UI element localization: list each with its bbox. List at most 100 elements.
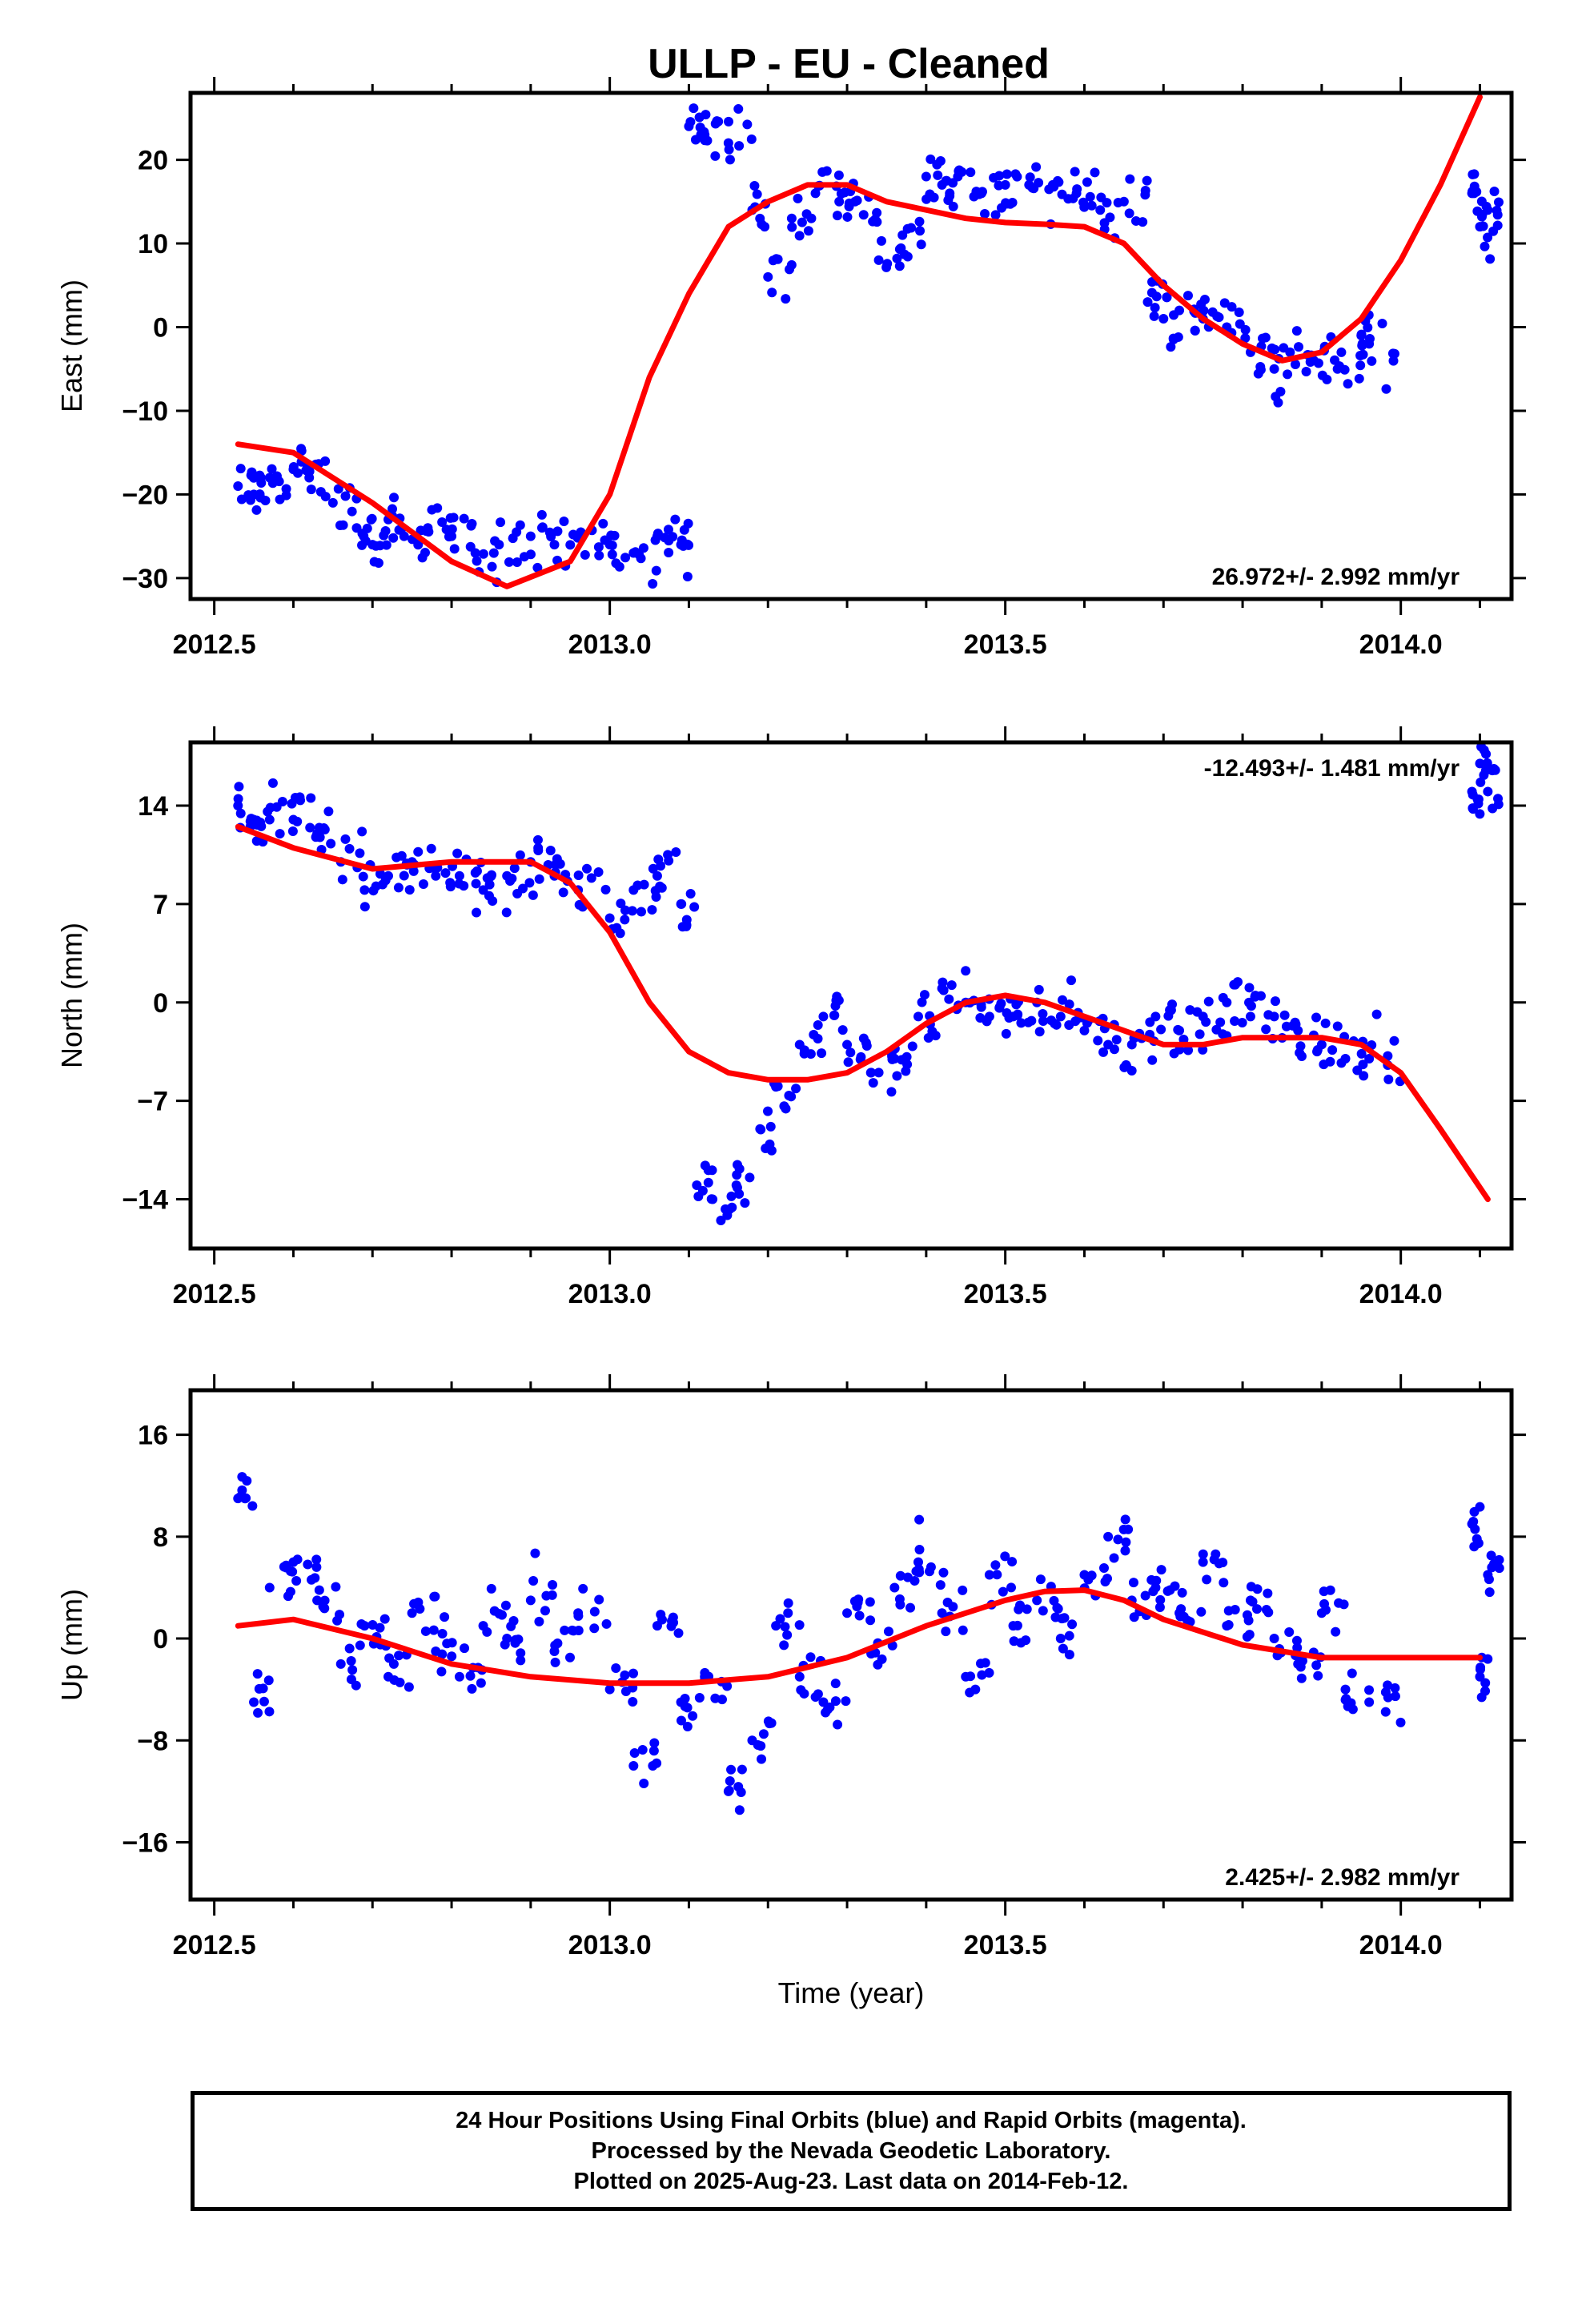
data-point <box>1183 1045 1194 1055</box>
y-tick-label: 8 <box>153 1522 168 1553</box>
data-point <box>805 1652 816 1663</box>
data-point <box>927 1026 938 1036</box>
plot-frame <box>188 90 1514 601</box>
data-point <box>1284 1627 1295 1638</box>
data-point <box>379 1614 390 1624</box>
data-point <box>1201 1017 1211 1027</box>
data-point <box>620 905 630 915</box>
data-point <box>700 1160 710 1171</box>
data-point <box>858 1033 869 1043</box>
data-point <box>383 870 394 881</box>
data-point <box>757 1754 767 1764</box>
data-point <box>371 541 381 551</box>
data-point <box>783 1608 793 1618</box>
data-point <box>1156 1565 1166 1575</box>
data-point <box>806 213 817 223</box>
data-point <box>1390 1683 1400 1693</box>
data-point <box>1219 298 1230 308</box>
data-point <box>594 550 604 561</box>
data-point <box>407 1608 417 1618</box>
x-tick-label: 2013.5 <box>964 1930 1047 1960</box>
data-point <box>460 1643 470 1654</box>
data-point <box>359 885 370 895</box>
data-point <box>1147 1055 1158 1065</box>
x-tick-label: 2012.5 <box>173 629 256 660</box>
data-point <box>1484 1574 1494 1585</box>
data-point <box>817 1048 827 1059</box>
data-point <box>830 1696 841 1707</box>
data-point <box>914 1567 925 1578</box>
data-point <box>377 879 387 890</box>
data-point <box>724 116 734 127</box>
data-point <box>670 514 681 525</box>
data-point <box>509 863 520 874</box>
data-point <box>357 540 367 550</box>
data-point <box>688 1711 698 1721</box>
data-point <box>1199 305 1209 316</box>
data-point <box>894 1594 905 1604</box>
x-tick-label: 2012.5 <box>173 1279 256 1309</box>
data-point <box>1129 1612 1139 1622</box>
data-point <box>295 795 306 806</box>
data-point <box>1223 1619 1234 1630</box>
data-point <box>682 1703 693 1713</box>
data-point <box>501 907 512 918</box>
data-point <box>327 497 338 508</box>
data-point <box>925 189 935 199</box>
data-point <box>1484 1587 1495 1598</box>
data-point <box>1202 1574 1212 1585</box>
data-point <box>682 571 693 581</box>
data-point <box>1025 172 1035 183</box>
data-point <box>1049 182 1059 192</box>
data-point <box>1364 333 1375 344</box>
data-point <box>1055 1634 1066 1644</box>
data-point <box>292 1554 303 1565</box>
data-point <box>1032 1595 1042 1606</box>
data-point <box>558 887 568 898</box>
data-point <box>702 135 713 146</box>
data-point <box>255 489 265 500</box>
data-point <box>984 1570 994 1580</box>
data-point <box>1240 333 1251 344</box>
data-point <box>533 846 544 856</box>
data-point <box>1252 1604 1263 1614</box>
data-point <box>656 861 666 871</box>
data-point <box>1118 196 1129 207</box>
data-point <box>865 1615 876 1626</box>
data-point <box>1269 1634 1279 1644</box>
data-point <box>252 1669 263 1679</box>
data-point <box>265 802 275 813</box>
data-point <box>813 1034 823 1044</box>
data-point <box>235 808 246 818</box>
data-point <box>515 850 525 860</box>
y-tick-label: −20 <box>122 480 168 510</box>
data-point <box>396 850 407 861</box>
data-point <box>726 1191 737 1201</box>
data-point <box>1270 996 1280 1007</box>
data-point <box>512 888 523 899</box>
data-point <box>1140 186 1150 196</box>
data-point <box>1475 1671 1485 1682</box>
data-point <box>340 491 351 501</box>
data-point <box>508 1615 519 1626</box>
data-point <box>1011 999 1022 1010</box>
data-point <box>1270 344 1280 355</box>
data-point <box>1480 1686 1491 1696</box>
data-point <box>344 1643 355 1654</box>
data-point <box>1483 786 1493 797</box>
data-point <box>292 816 303 826</box>
data-point <box>833 1719 843 1730</box>
data-point <box>902 223 913 234</box>
data-point <box>1052 1602 1062 1613</box>
data-point <box>487 561 497 572</box>
data-point <box>975 1012 986 1023</box>
data-point <box>285 1586 295 1597</box>
data-point <box>876 235 886 246</box>
data-point <box>841 1696 851 1707</box>
data-point <box>311 1554 322 1565</box>
data-point <box>1468 169 1478 179</box>
data-point <box>652 870 662 881</box>
data-point <box>830 1679 841 1689</box>
data-point <box>357 529 367 539</box>
data-point <box>781 294 791 304</box>
